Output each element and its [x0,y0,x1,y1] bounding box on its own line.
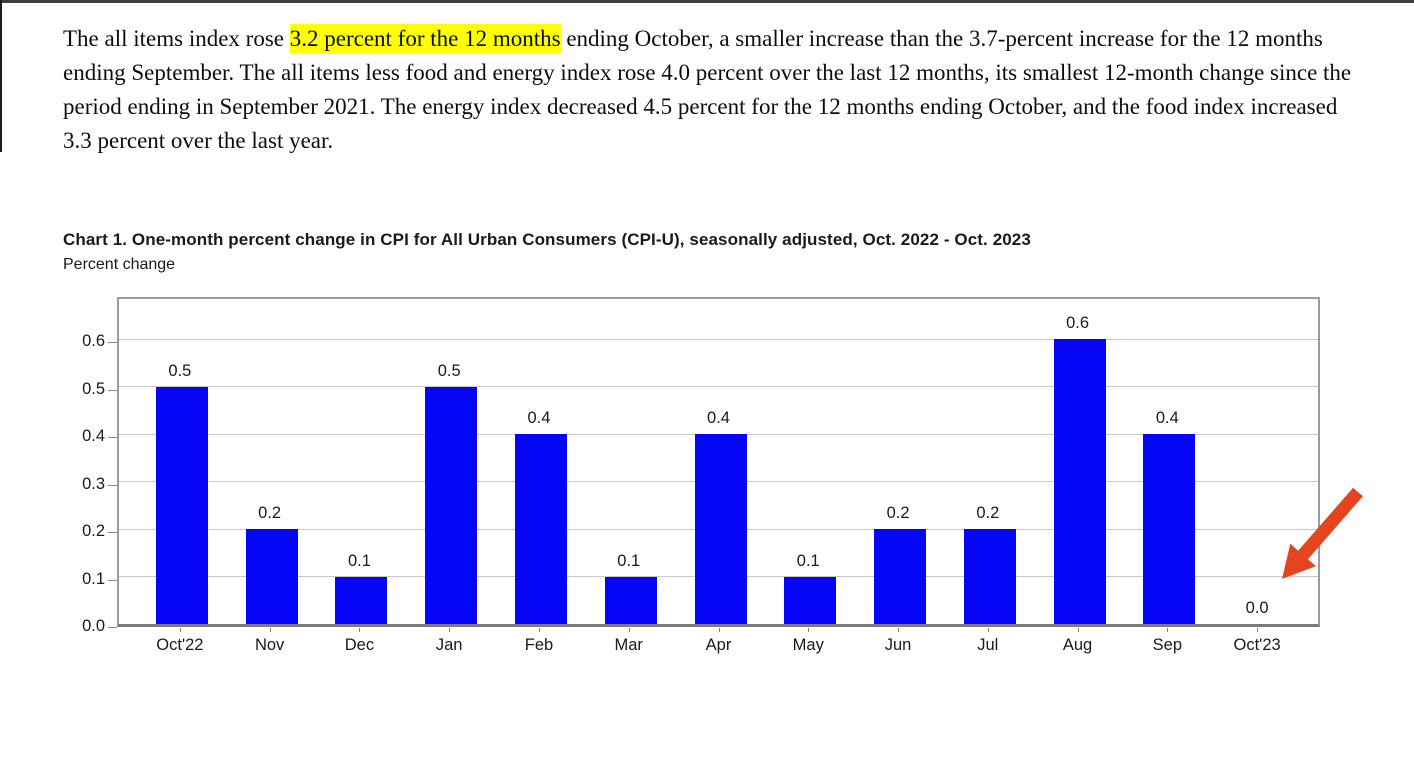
gridline [119,338,1318,340]
bar-value-label-nov: 0.2 [258,504,282,522]
x-axis-label-may: May [792,636,824,654]
y-axis-tick-mark [108,532,117,533]
x-axis-label-oct22: Oct'22 [156,636,204,654]
y-axis-tick-mark [108,579,117,581]
x-axis-tick-mark [1077,628,1079,632]
bar-value-label-feb: 0.4 [527,409,551,427]
y-axis-tick-label: 0.3 [82,474,105,493]
x-axis-label-nov: Nov [254,636,285,654]
x-axis-label-mar: Mar [614,636,643,654]
chart-bar-oct22 [155,386,208,624]
x-axis-tick-mark [1167,628,1169,632]
highlighted-text: 3.2 percent for the 12 months [289,24,561,53]
x-axis-label-jul: Jul [977,636,999,654]
y-axis-tick-label: 0.2 [82,522,105,540]
bar-value-label-sep: 0.4 [1155,409,1179,427]
chart-bar-aug [1053,339,1106,624]
x-axis-label-oct23: Oct'23 [1233,636,1281,654]
bar-value-label-oct22: 0.5 [168,361,192,380]
bar-value-label-dec: 0.1 [347,551,371,570]
chart-bar-jan [425,386,478,624]
y-axis-tick-mark [108,389,117,391]
x-axis-tick-mark [359,628,361,632]
x-axis-tick-mark [1257,628,1259,632]
y-axis-tick-label: 0.5 [82,379,105,398]
x-axis-tick-mark [179,628,181,632]
bar-value-label-jul: 0.2 [976,504,1000,522]
bar-value-label-may: 0.1 [796,551,820,570]
x-axis-tick-mark [269,628,271,632]
bar-value-label-mar: 0.1 [617,551,641,570]
x-axis-label-jan: Jan [435,636,463,654]
y-axis-tick-label: 0.1 [82,569,105,588]
y-axis-tick-label: 0.4 [82,427,105,445]
bar-value-label-jun: 0.2 [886,504,910,522]
chart-title: Chart 1. One-month percent change in CPI… [63,230,1031,249]
x-axis-tick-mark [987,628,989,632]
chart-bar-jul [963,529,1016,624]
paragraph-text-before-highlight: The all items index rose [63,26,290,51]
y-axis-tick-mark [108,437,117,438]
chart-bar-jun [874,529,927,624]
chart-bar-dec [335,576,388,624]
chart-bar-feb [514,434,567,624]
gridline [119,386,1318,387]
x-axis-label-dec: Dec [344,636,375,654]
bar-value-label-jan: 0.5 [437,361,461,380]
chart-bar-nov [245,529,298,624]
chart-plot-area [117,297,1320,627]
bar-value-label-aug: 0.6 [1066,314,1090,332]
y-axis-tick-label: 0.6 [82,332,105,350]
x-axis-tick-mark [449,628,451,632]
y-axis-tick-mark [108,627,117,628]
paragraph-text-after-highlight: ending October, a smaller increase than … [63,26,1352,153]
bar-value-label-oct23: 0.0 [1245,599,1269,617]
chart-bar-mar [604,576,657,624]
x-axis-label-aug: Aug [1062,636,1093,654]
chart-bar-apr [694,434,747,624]
chart-y-axis-caption: Percent change [63,256,176,273]
bar-value-label-apr: 0.4 [707,409,730,427]
x-axis-tick-mark [718,628,720,632]
red-arrow-annotation-icon [1282,487,1363,579]
x-axis-label-feb: Feb [524,636,554,654]
chart-bar-may [784,576,837,624]
y-axis-tick-mark [108,484,117,486]
y-axis-tick-label: 0.0 [82,617,105,635]
x-axis-label-jun: Jun [884,636,912,654]
x-axis-tick-mark [898,628,900,632]
x-axis-tick-mark [808,628,810,632]
x-axis-tick-mark [538,628,540,632]
window-left-border [0,0,2,152]
intro-paragraph: The all items index rose 3.2 percent for… [63,22,1365,158]
window-top-border [0,0,1414,3]
x-axis-label-apr: Apr [705,636,732,654]
y-axis-tick-mark [108,342,117,343]
x-axis-tick-mark [628,628,630,632]
x-axis-label-sep: Sep [1152,636,1183,654]
chart-bar-sep [1143,434,1196,624]
